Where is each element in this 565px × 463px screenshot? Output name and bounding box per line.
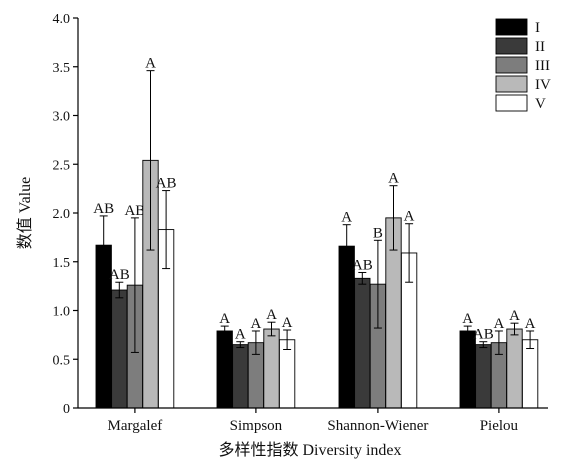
significance-label: AB [124, 203, 145, 219]
error-bar [526, 330, 535, 350]
legend-label: II [535, 39, 545, 55]
legend-swatch [495, 94, 528, 112]
y-axis-ticks: 0 0.5 1.0 1.5 2.0 2.5 3.0 3.5 4.0 [53, 12, 78, 417]
y-tick-label: 2.5 [53, 158, 71, 173]
legend-label: I [535, 20, 540, 36]
x-tick-label: Simpson [230, 418, 283, 434]
significance-label: AB [473, 327, 494, 343]
y-tick-label: 2.0 [53, 207, 71, 222]
y-tick-label: 1.0 [53, 305, 71, 320]
bar-group-shannon-wiener: A ABB A A [338, 171, 418, 409]
legend-item: I [495, 18, 540, 36]
error-bar [283, 329, 292, 350]
significance-label: AB [93, 201, 114, 217]
legend-label: V [535, 96, 546, 112]
bar [506, 328, 523, 409]
error-bar [358, 271, 367, 285]
error-bar [479, 341, 488, 349]
y-tick-label: 4.0 [53, 12, 71, 27]
error-bar [267, 321, 276, 337]
y-tick-label: 0 [63, 402, 70, 417]
significance-label: A [341, 210, 352, 226]
significance-label: A [462, 311, 473, 327]
error-bar [146, 70, 155, 251]
significance-label: AB [109, 267, 130, 283]
significance-label: A [388, 171, 399, 187]
error-bar [236, 341, 245, 349]
error-bar [130, 217, 139, 353]
significance-label: B [373, 225, 383, 241]
legend-swatch [495, 75, 528, 93]
significance-label: A [509, 308, 520, 324]
legend-item: II [495, 37, 545, 55]
bar-group-margalef: AB AB AB A AB [93, 56, 177, 409]
y-axis-title: 数值 Value [16, 177, 34, 249]
y-tick-label: 3.5 [53, 61, 71, 76]
significance-label: A [493, 316, 504, 332]
error-bar [510, 322, 519, 336]
x-tick-label: Margalef [108, 418, 163, 434]
error-bar [342, 224, 351, 269]
error-bar [162, 190, 171, 270]
bar [216, 330, 233, 409]
legend-swatch [495, 18, 528, 36]
error-bar [99, 215, 108, 275]
significance-label: A [235, 327, 246, 343]
significance-label: A [282, 315, 293, 331]
legend-label: IV [535, 77, 551, 93]
error-bar [220, 325, 229, 337]
y-tick-label: 3.0 [53, 110, 71, 125]
y-tick-label: 1.5 [53, 256, 71, 271]
error-bar [405, 223, 414, 283]
bar [521, 339, 539, 409]
bar [232, 344, 249, 409]
x-tick-label: Pielou [480, 418, 519, 434]
significance-label: AB [352, 257, 373, 273]
x-axis-title: 多样性指数 Diversity index [218, 441, 401, 459]
bar [354, 277, 371, 409]
legend-swatch [495, 56, 528, 74]
legend-item: III [495, 56, 550, 74]
axes [77, 18, 548, 409]
legend-item: V [495, 94, 546, 112]
significance-label: A [404, 209, 415, 225]
error-bar [494, 330, 503, 355]
significance-label: A [145, 56, 156, 72]
error-bar [389, 185, 398, 251]
legend-swatch [495, 37, 528, 55]
bar [475, 344, 492, 409]
bar [263, 328, 280, 409]
significance-label: A [525, 316, 536, 332]
error-bar [373, 239, 382, 329]
error-bar [251, 330, 260, 355]
x-axis-categories: Margalef Simpson Shannon-Wiener Pielou [108, 408, 519, 434]
legend-item: IV [495, 75, 551, 93]
x-tick-label: Shannon-Wiener [327, 418, 428, 434]
significance-label: A [266, 307, 277, 323]
significance-label: A [250, 316, 261, 332]
significance-label: A [219, 311, 230, 327]
error-bar [115, 281, 124, 299]
legend-label: III [535, 58, 550, 74]
y-tick-label: 0.5 [53, 353, 71, 368]
error-bar [463, 325, 472, 337]
bar [111, 289, 128, 409]
significance-label: AB [156, 176, 177, 192]
